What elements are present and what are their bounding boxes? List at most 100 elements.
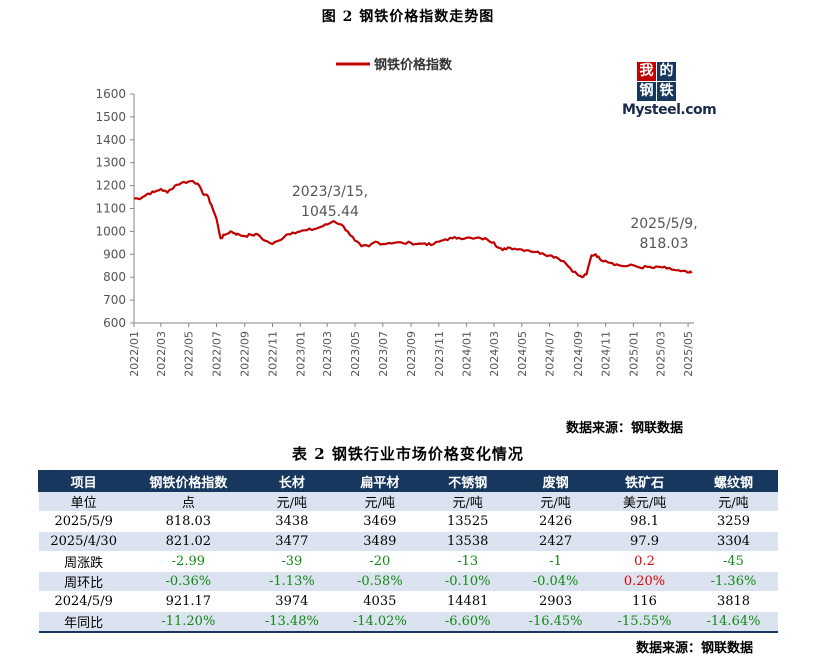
table-cell: 2426 (511, 511, 600, 532)
table-cell: 点 (128, 491, 248, 512)
mysteel-logo: 我 的 钢 铁 Mysteel.com (620, 62, 720, 122)
y-tick-label: 1200 (95, 179, 126, 193)
x-tick-label: 2025/01 (627, 331, 640, 377)
table-header-cell: 钢铁价格指数 (128, 470, 249, 492)
table-header-cell: 项目 (37, 470, 130, 492)
x-tick-label: 2023/01 (294, 331, 307, 377)
table-cell: 3974 (247, 591, 336, 612)
x-tick-label: 2024/09 (572, 331, 585, 377)
figure-title: 图 2 钢铁价格指数走势图 (321, 9, 495, 25)
table-row-label: 2025/5/9 (38, 511, 129, 532)
y-tick-label: 1000 (95, 224, 126, 238)
table-row: 周涨跌 -2.99 -39 -20 -13 -1 0.2 -45 (38, 551, 778, 572)
annotation-label: 2025/5/9, (630, 216, 697, 232)
table-row-label: 周涨跌 (38, 551, 129, 572)
y-tick-label: 600 (103, 316, 126, 330)
x-tick-label: 2023/07 (377, 331, 390, 377)
table-cell: -14.64% (689, 611, 778, 633)
table-cell: -14.02% (335, 611, 424, 633)
x-tick-label: 2022/05 (183, 331, 196, 377)
table-header-cell: 扁平材 (335, 470, 425, 492)
x-tick-label: 2022/01 (128, 331, 141, 377)
x-tick-label: 2023/03 (321, 331, 334, 377)
table-cell: -0.10% (423, 571, 512, 592)
logo-char-3: 钢 (637, 82, 656, 101)
table-header-cell: 长材 (247, 470, 337, 492)
y-tick-label: 1500 (95, 110, 126, 124)
table-cell: -0.04% (511, 571, 600, 592)
y-tick-label: 1400 (95, 133, 126, 147)
table-source: 数据来源：钢联数据 (636, 641, 754, 656)
table-cell: -1 (511, 551, 600, 572)
x-tick-label: 2022/07 (210, 331, 223, 377)
logo-char-2: 的 (657, 62, 676, 81)
table-cell: -39 (247, 551, 336, 572)
table-cell: 3259 (689, 511, 778, 532)
table-header-cell: 废钢 (511, 470, 601, 492)
table-cell: 14481 (423, 591, 512, 612)
table-cell: 97.9 (599, 531, 690, 552)
y-tick-label: 900 (103, 247, 126, 261)
annotations: 2023/3/15, 1045.44 2025/5/9, 818.03 (292, 184, 698, 252)
chart-source: 数据来源：钢联数据 (566, 421, 684, 436)
table-cell: -2.99 (128, 551, 248, 572)
table-cell: -1.13% (247, 571, 336, 592)
table-cell: 116 (599, 591, 690, 612)
table-cell: 921.17 (128, 591, 248, 612)
table-cell: -45 (689, 551, 778, 572)
table-cell: -15.55% (599, 611, 690, 633)
table-cell: 13525 (423, 511, 512, 532)
logo-char-4: 铁 (657, 82, 676, 101)
annotation-label: 818.03 (640, 236, 689, 252)
table-row: 单位点元/吨 元/吨 元/吨 元/吨 美元/吨 元/吨 (38, 491, 778, 512)
x-tick-label: 2022/11 (267, 331, 280, 377)
x-tick-label: 2024/07 (544, 331, 557, 377)
table-cell: 821.02 (128, 531, 248, 552)
y-tick-label: 700 (103, 293, 126, 307)
price-table: 项目 钢铁价格指数 长材 扁平材 不锈钢 废钢 铁矿石 螺纹钢 单位点元/吨 元/吨 元/吨 元/吨… (37, 470, 779, 633)
table-cell: -13 (423, 551, 512, 572)
table-cell: 美元/吨 (599, 491, 690, 512)
table-cell: 818.03 (128, 511, 248, 532)
logo-char-1: 我 (637, 62, 656, 81)
series-group (133, 179, 693, 279)
table-cell: 3469 (335, 511, 424, 532)
series-line-steel-index (133, 179, 693, 279)
table-cell: -11.20% (128, 611, 248, 633)
logo-text: Mysteel.com (622, 102, 717, 118)
table-cell: 3818 (689, 591, 778, 612)
table-row-label: 单位 (38, 491, 129, 512)
x-tick-label: 2023/11 (433, 331, 446, 377)
table-cell: 13538 (423, 531, 512, 552)
table-body: 单位点元/吨 元/吨 元/吨 元/吨 美元/吨 元/吨 2025/5/9 818.03 3438… (38, 491, 778, 633)
x-tick-label: 2022/03 (155, 331, 168, 377)
table-cell: 元/吨 (247, 491, 336, 512)
table-row: 周环比 -0.36% -1.13% -0.58% -0.10% -0.04% 0.20% -1… (38, 571, 778, 592)
table-cell: -20 (335, 551, 424, 572)
table-cell: -1.36% (689, 571, 778, 592)
table-header-cell: 不锈钢 (423, 470, 513, 492)
x-tick-label: 2024/03 (488, 331, 501, 377)
x-tick-label: 2023/05 (349, 331, 362, 377)
table-cell: 元/吨 (689, 491, 778, 512)
table-cell: 98.1 (599, 511, 690, 532)
x-tick-label: 2025/05 (682, 331, 695, 377)
table-cell: 0.20% (599, 571, 690, 592)
x-axis: 2022/01 2022/03 2022/05 2022/07 2022/09 2022/… (128, 322, 695, 377)
y-tick-label: 1100 (95, 202, 126, 216)
x-tick-label: 2022/09 (239, 331, 252, 377)
table-cell: -6.60% (423, 611, 512, 633)
table-title: 表 2 钢铁行业市场价格变化情况 (292, 445, 524, 463)
x-tick-label: 2025/03 (654, 331, 667, 377)
table-row: 年同比 -11.20% -13.48% -14.02% -6.60% -16.45% -15… (38, 611, 778, 633)
x-tick-label: 2023/09 (405, 331, 418, 377)
y-axis: 600 700 800 900 1000 1100 1200 1300 1400 1500 1600 (95, 87, 135, 330)
y-tick-label: 1300 (95, 156, 126, 170)
x-tick-label: 2024/11 (600, 331, 613, 377)
x-tick-label: 2024/01 (461, 331, 474, 377)
table-cell: -0.58% (335, 571, 424, 592)
table-cell: 3489 (335, 531, 424, 552)
table-row-label: 2025/4/30 (38, 531, 129, 552)
table-cell: 4035 (335, 591, 424, 612)
table-row: 2024/5/9 921.17 3974 4035 14481 2903 116 3818 (38, 591, 778, 612)
